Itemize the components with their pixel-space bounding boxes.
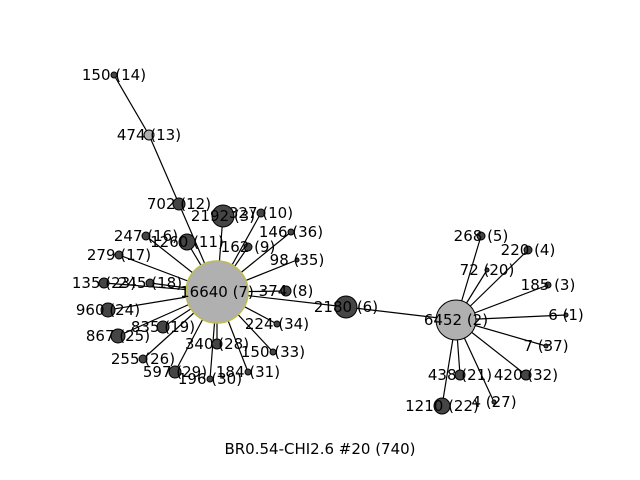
graph-node (172, 197, 186, 211)
graph-node (156, 320, 170, 334)
node-label: 835 (19) (131, 318, 195, 336)
node-label: 340 (28) (185, 335, 249, 353)
node-label: 245 (18) (118, 274, 182, 292)
graph-node (211, 204, 235, 228)
node-label: 960 (24) (76, 301, 140, 319)
node-layer (98, 71, 569, 415)
graph-node (256, 208, 266, 218)
node-label: 4 (27) (471, 393, 516, 411)
graph-node (287, 228, 295, 236)
graph-node (454, 369, 466, 381)
node-label: 16640 (7) (180, 283, 254, 301)
graph-node (143, 129, 155, 141)
graph-edge (148, 134, 180, 205)
graph-node (244, 368, 252, 376)
graph-node (100, 302, 116, 318)
node-label: 268 (5) (454, 227, 509, 245)
node-label: 420 (32) (494, 366, 558, 384)
node-label: 146 (36) (259, 223, 323, 241)
node-label: 162 (9) (221, 238, 276, 256)
node-label: 185 (3) (521, 276, 576, 294)
graph-node (491, 399, 497, 405)
graph-node (433, 397, 451, 415)
graph-node (435, 299, 477, 341)
node-label: 2180 (6) (314, 298, 378, 316)
graph-node (484, 267, 490, 273)
graph-node (178, 233, 196, 251)
graph-node (334, 295, 358, 319)
node-label: 135 (23) (72, 274, 136, 292)
node-label: 150 (14) (82, 66, 146, 84)
node-label: 279 (17) (87, 246, 151, 264)
graph-node (211, 338, 223, 350)
graph-node (280, 285, 292, 297)
node-label: 1260 (11) (150, 233, 224, 251)
graph-node (168, 365, 182, 379)
graph-node (141, 231, 151, 241)
node-label: 72 (20) (460, 261, 515, 279)
node-label: 1210 (22) (405, 397, 479, 415)
graph-node (145, 278, 155, 288)
node-label: 7 (37) (523, 337, 568, 355)
node-label: 255 (26) (111, 350, 175, 368)
node-label: 220 (4) (501, 241, 556, 259)
graph-title: BR0.54-CHI2.6 #20 (740) (224, 440, 416, 458)
graph-node (185, 260, 249, 324)
node-label: 438 (21) (428, 366, 492, 384)
label-layer: 16640 (7) 6452 (2) 2180 (6) 474 (13) 150 (14… (72, 66, 584, 415)
node-label: 224 (34) (245, 315, 309, 333)
node-label: 702 (12) (147, 195, 211, 213)
graph-node (110, 71, 118, 79)
graph-node (138, 354, 148, 364)
graph-node (563, 312, 569, 318)
graph-node (273, 320, 281, 328)
graph-node (520, 369, 532, 381)
node-label: 6452 (2) (424, 311, 488, 329)
node-label: 150 (33) (241, 343, 305, 361)
graph-node (543, 343, 549, 349)
node-label: 867 (25) (86, 327, 150, 345)
graph-node (98, 277, 110, 289)
graph-node (206, 375, 214, 383)
node-label: 374 (8) (259, 282, 314, 300)
node-label: 196 (30) (178, 370, 242, 388)
node-label: 247 (16) (114, 227, 178, 245)
node-label: 184 (31) (216, 363, 280, 381)
graph-edge (113, 74, 150, 136)
graph-node (476, 231, 486, 241)
node-label: 6 (1) (548, 306, 584, 324)
graph-node (243, 242, 253, 252)
graph-node (294, 257, 300, 263)
graph-node (544, 281, 552, 289)
graph-node (114, 250, 124, 260)
node-label: 2192 (3) (191, 207, 255, 225)
node-label: 98 (35) (270, 251, 325, 269)
graph-node (523, 245, 533, 255)
node-label: 327 (10) (229, 204, 293, 222)
node-label: 474 (13) (117, 126, 181, 144)
node-label: 597 (29) (143, 363, 207, 381)
graph-node (110, 328, 126, 344)
graph-node (269, 348, 277, 356)
